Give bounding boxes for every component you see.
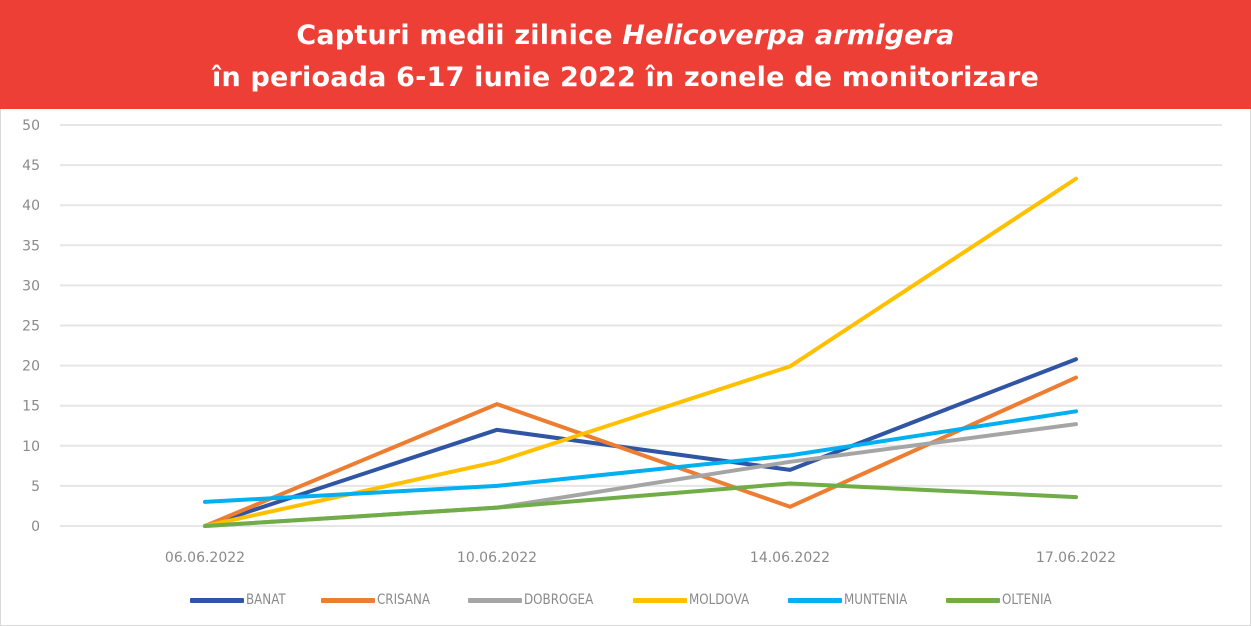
x-tick-label: 10.06.2022 [457,550,537,566]
legend-item-muntenia: MUNTENIA [787,592,918,608]
series-line-banat [203,357,1078,528]
series-moldova [203,176,1078,528]
x-axis-ticks: 06.06.2022 10.06.2022 14.06.2022 17.06.2022 [165,550,1116,566]
y-tick-label: 25 [22,319,40,335]
series-lines [203,176,1078,528]
series-line-muntenia [203,409,1078,504]
series-line-moldova [203,176,1078,528]
y-tick-label: 35 [22,238,40,254]
y-tick-label: 20 [22,359,40,375]
series-dobrogea [203,422,1078,528]
series-line-oltenia [203,481,1078,528]
legend-label: OLTENIA [1002,592,1052,608]
title-species-name: Helicoverpa armigera [622,20,955,51]
legend-swatch [467,597,522,603]
y-axis-ticks: 0 5 10 15 20 25 30 35 40 45 50 [22,118,40,535]
legend-swatch [321,597,376,603]
x-tick-label: 06.06.2022 [165,550,245,566]
legend-swatch [632,597,687,603]
legend-swatch [946,597,1001,603]
legend-item-moldova: MOLDOVA [632,592,760,608]
chart-title-line-1: Capturi medii zilnice Helicoverpa armige… [0,0,1251,57]
legend-label: MOLDOVA [688,592,750,608]
legend-item-dobrogea: DOBROGEA [467,592,605,608]
y-tick-label: 40 [22,198,40,214]
series-line-crisana [203,375,1078,528]
legend-item-crisana: CRISANA [321,592,439,608]
y-tick-label: 50 [22,118,40,134]
chart-legend: BANAT CRISANA DOBROGEA MOLDOVA MUNTENIA OLTEN… [0,592,1251,608]
legend-item-oltenia: OLTENIA [946,592,1060,608]
legend-label: MUNTENIA [843,592,907,608]
chart-title-banner: Capturi medii zilnice Helicoverpa armige… [0,0,1251,109]
series-muntenia [203,409,1078,504]
x-tick-label: 14.06.2022 [750,550,830,566]
legend-swatch [190,597,245,603]
legend-label: DOBROGEA [523,592,593,608]
series-line-dobrogea [203,422,1078,528]
y-tick-label: 5 [31,479,40,495]
y-tick-label: 0 [31,519,40,535]
chart-title-line-2: în perioada 6-17 iunie 2022 în zonele de… [211,62,1039,93]
legend-label: CRISANA [377,592,431,608]
series-crisana [203,375,1078,528]
y-tick-label: 45 [22,158,40,174]
y-tick-label: 10 [22,439,40,455]
title-text-plain: Capturi medii zilnice [296,20,623,51]
legend-swatch [787,597,842,603]
gridlines [60,124,1222,527]
y-tick-label: 15 [22,399,40,415]
y-tick-label: 30 [22,278,40,294]
legend-item-banat: BANAT [190,592,293,608]
x-tick-label: 17.06.2022 [1036,550,1116,566]
series-oltenia [203,481,1078,528]
legend-label: BANAT [246,592,287,608]
